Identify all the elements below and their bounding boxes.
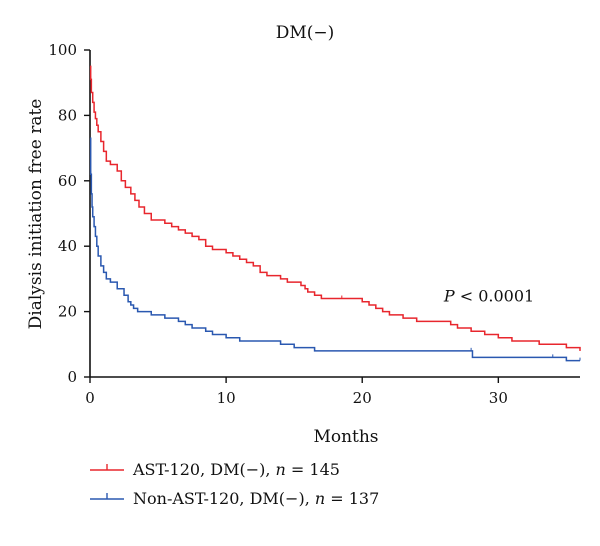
y-axis: 0 20 40 60 80 100 — [48, 41, 91, 386]
y-axis-title: Dialysis initiation free rate — [26, 99, 46, 330]
y-tick-label: 0 — [67, 368, 77, 386]
p-value-symbol: P — [443, 286, 455, 305]
legend-label-ast120-main: AST-120, DM(−), — [132, 460, 276, 479]
y-tick-label: 80 — [58, 106, 77, 124]
x-tick-label: 10 — [217, 389, 236, 407]
x-tick-label: 0 — [85, 389, 95, 407]
x-tick-label: 20 — [353, 389, 372, 407]
chart-title: DM(−) — [276, 23, 335, 43]
series-layer — [89, 65, 581, 362]
p-value-text: < 0.0001 — [455, 286, 535, 305]
legend: AST-120, DM(−), n = 145 Non-AST-120, DM(… — [90, 460, 379, 508]
legend-label-non-ast120-n: n — [315, 489, 325, 508]
x-tick-label: 30 — [489, 389, 508, 407]
x-axis-title: Months — [313, 427, 378, 447]
legend-label-ast120-count: = 145 — [286, 460, 340, 479]
legend-item-ast120: AST-120, DM(−), n = 145 — [90, 460, 340, 479]
legend-label-non-ast120-count: = 137 — [325, 489, 379, 508]
x-axis: 0 10 20 30 — [85, 376, 580, 407]
legend-label-ast120-n: n — [276, 460, 286, 479]
legend-label-ast120: AST-120, DM(−), n = 145 — [132, 460, 340, 479]
legend-item-non-ast120: Non-AST-120, DM(−), n = 137 — [90, 489, 379, 508]
y-tick-label: 60 — [58, 172, 77, 190]
y-tick-label: 20 — [58, 303, 77, 321]
legend-label-non-ast120: Non-AST-120, DM(−), n = 137 — [133, 489, 379, 508]
y-tick-label: 40 — [58, 237, 77, 255]
y-tick-label: 100 — [48, 41, 77, 59]
legend-label-non-ast120-main: Non-AST-120, DM(−), — [133, 489, 315, 508]
series-line-ast120 — [89, 65, 581, 351]
p-value-annotation: P < 0.0001 — [443, 286, 534, 305]
series-line-non-ast120 — [89, 137, 580, 362]
